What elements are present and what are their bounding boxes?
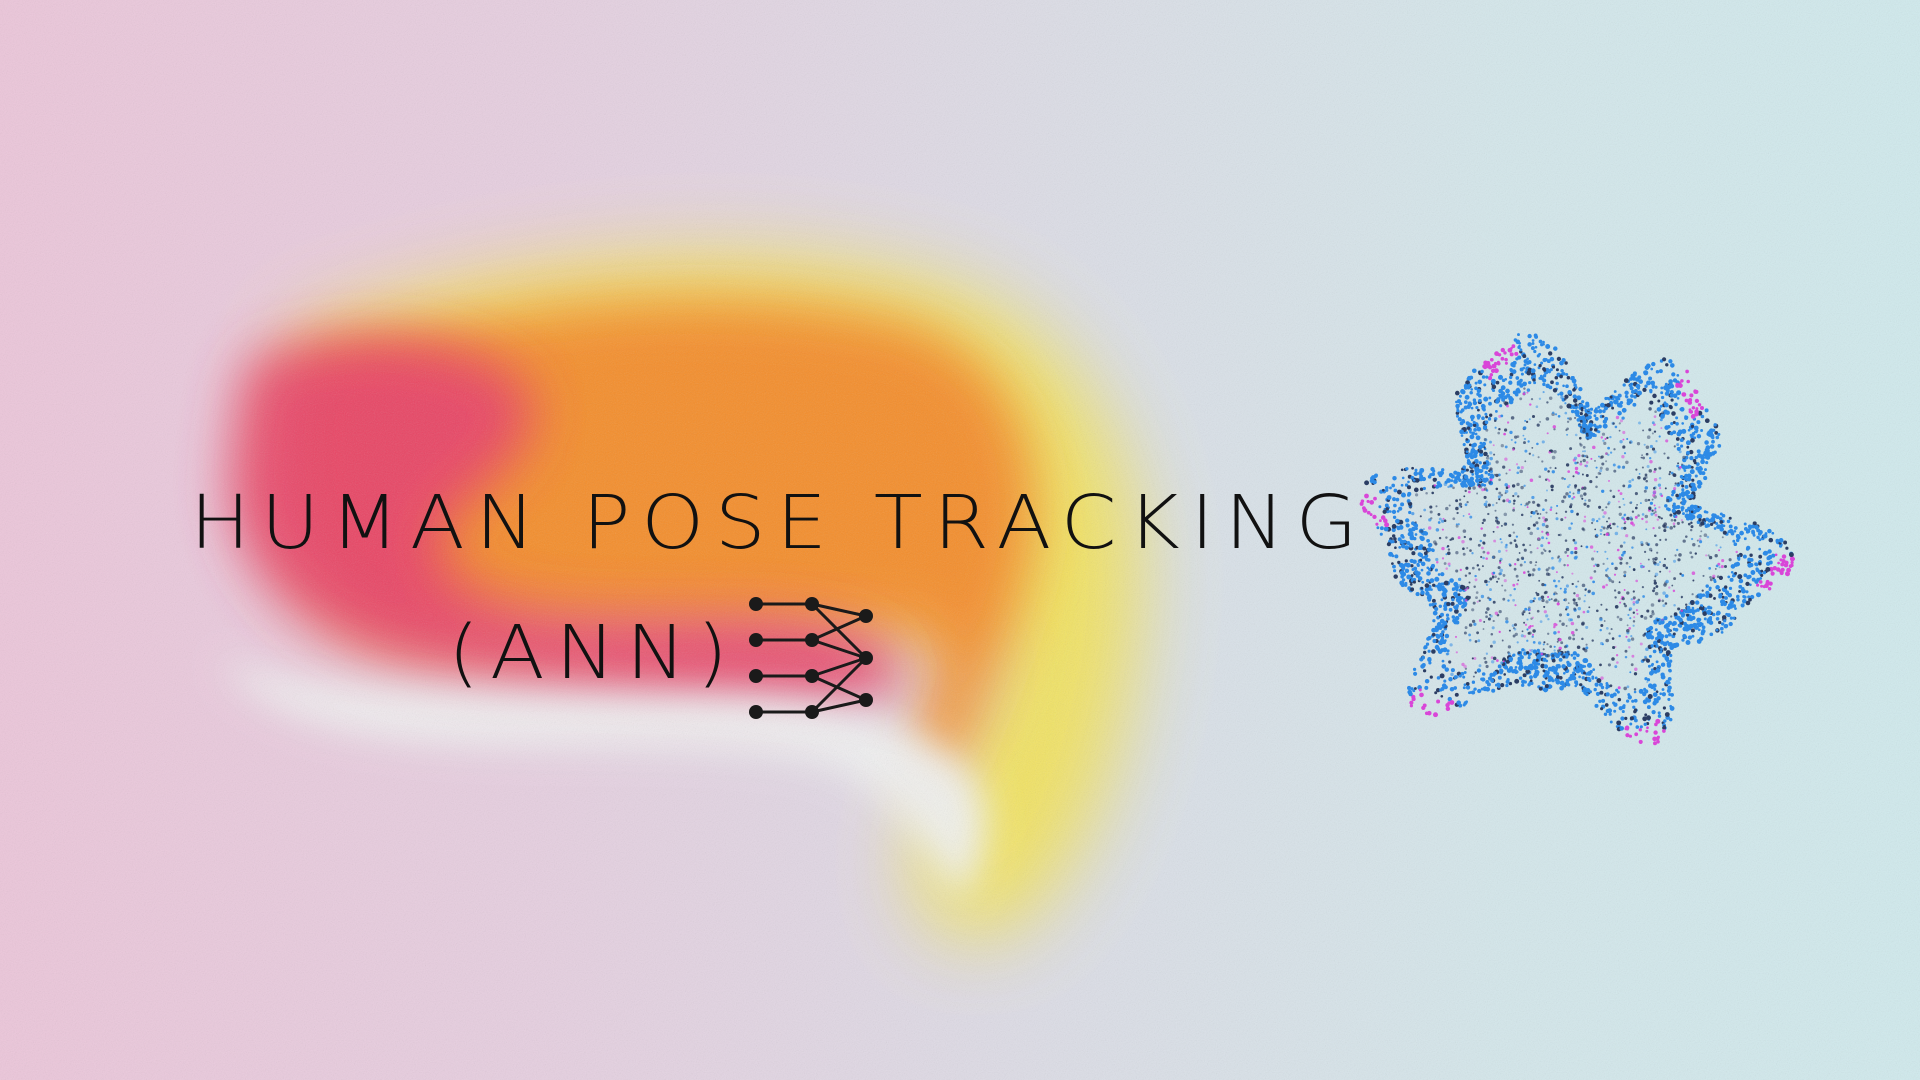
title-line-2: (ANN) [448, 608, 739, 698]
title-line-1: HUMAN POSE TRACKING [190, 478, 1368, 568]
neural-network-icon [744, 592, 878, 724]
point-cloud-sphere-icon [1300, 290, 1840, 790]
